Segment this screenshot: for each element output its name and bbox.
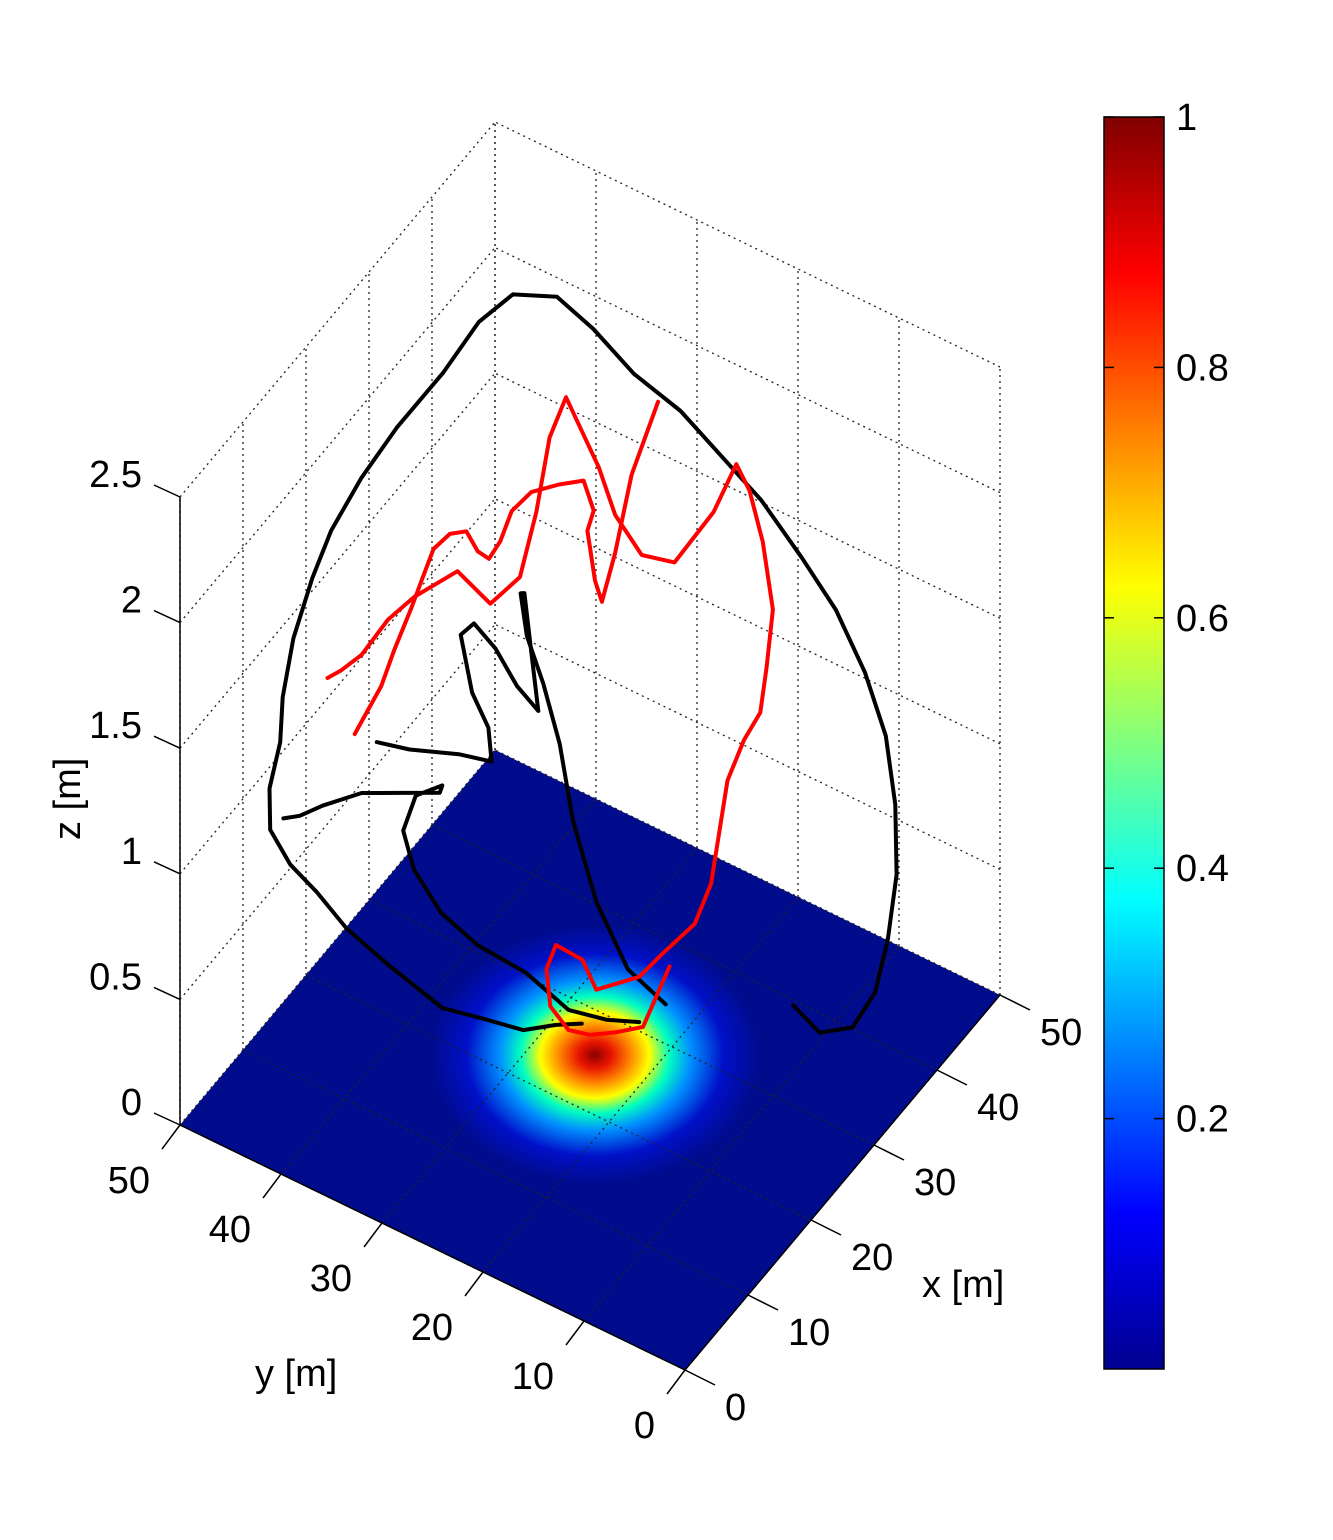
x-tick-label: 40 [977, 1087, 1019, 1129]
trajectories [267, 292, 899, 1037]
x-axis-line [684, 994, 1001, 1371]
y-tick-label: 0 [634, 1405, 655, 1447]
trajectory-line-5 [352, 399, 661, 737]
z-tick-mark [153, 1112, 181, 1126]
y-tick-mark [363, 1222, 383, 1248]
trajectory-line-1 [267, 292, 899, 1035]
x-tick-label: 20 [851, 1237, 893, 1279]
y-tick-mark [666, 1369, 686, 1395]
z-tick-mark [153, 609, 181, 624]
y-axis-line [179, 1124, 686, 1371]
grid-line-floor-y [381, 847, 698, 1224]
colorbar-tick-label: 0.8 [1176, 347, 1229, 389]
z-tick-label: 2 [121, 580, 142, 622]
z-tick-mark [153, 484, 181, 498]
z-tick-label: 0 [121, 1082, 142, 1124]
x-tick-mark [936, 1069, 968, 1086]
z-tick-label: 2.5 [89, 454, 142, 496]
colorbar-gradient [1103, 116, 1165, 1370]
colorbar-tick-label: 0.2 [1176, 1099, 1229, 1141]
x-tick-label: 30 [914, 1162, 956, 1204]
y-tick-mark [565, 1320, 585, 1346]
x-tick-mark [747, 1294, 779, 1311]
y-axis-label: y [m] [255, 1353, 337, 1395]
trajectory-line-4 [325, 395, 775, 1037]
z-tick-mark [153, 861, 181, 875]
y-tick-label: 30 [310, 1258, 352, 1300]
z-tick-label: 1 [121, 831, 142, 873]
x-tick-label: 0 [725, 1387, 746, 1429]
y-tick-label: 20 [411, 1307, 453, 1349]
z-tick-label: 0.5 [89, 956, 142, 998]
grid-line-side-wall-z [494, 121, 1001, 368]
grid-line-floor-y [179, 749, 496, 1126]
axis-tick-labels: 0 10 20 30 40 50 0 10 20 30 40 50 0 0.5 1 1.5 2 2.5 [89, 454, 1082, 1447]
y-tick-mark [161, 1124, 181, 1150]
grid-line-side-wall-z [494, 247, 1001, 494]
y-tick-mark [262, 1173, 282, 1199]
x-tick-mark [684, 1369, 716, 1386]
grid-line-back-wall-z [179, 121, 496, 498]
y-tick-label: 50 [108, 1160, 150, 1202]
grid-line-back-wall-z [179, 247, 496, 624]
grid-line-back-wall-z [179, 498, 496, 875]
colorbar-tick-label: 0.6 [1176, 598, 1229, 640]
z-tick-mark [153, 986, 181, 1001]
y-tick-label: 40 [209, 1209, 251, 1251]
grid-line-side-wall-z [494, 498, 1001, 745]
trajectory-line-3 [374, 591, 668, 1007]
x-axis-label: x [m] [922, 1264, 1004, 1306]
x-tick-mark [999, 994, 1031, 1011]
grid-line-floor-y [280, 798, 597, 1175]
grid-line-floor-y [583, 945, 900, 1322]
x-tick-label: 10 [788, 1312, 830, 1354]
z-tick-label: 1.5 [89, 705, 142, 747]
x-tick-mark [810, 1219, 842, 1236]
z-axis-label: z [m] [47, 758, 89, 840]
y-tick-label: 10 [512, 1356, 554, 1398]
heatmap-surface [179, 749, 1001, 1371]
grid-line-back-wall-z [179, 372, 496, 749]
y-tick-mark [464, 1271, 484, 1297]
grid-line-floor-y [482, 896, 799, 1273]
x-tick-label: 50 [1040, 1012, 1082, 1054]
axes [153, 484, 1031, 1395]
surface-heat-peak [430, 925, 760, 1185]
x-tick-mark [873, 1144, 905, 1161]
colorbar-tick-label: 1 [1176, 97, 1197, 139]
colorbar: 0.2 0.4 0.6 0.8 1 [1103, 97, 1229, 1370]
colorbar-tick-label: 0.4 [1176, 848, 1229, 890]
z-tick-mark [153, 735, 181, 749]
grid-line-back-wall-z [179, 623, 496, 1000]
